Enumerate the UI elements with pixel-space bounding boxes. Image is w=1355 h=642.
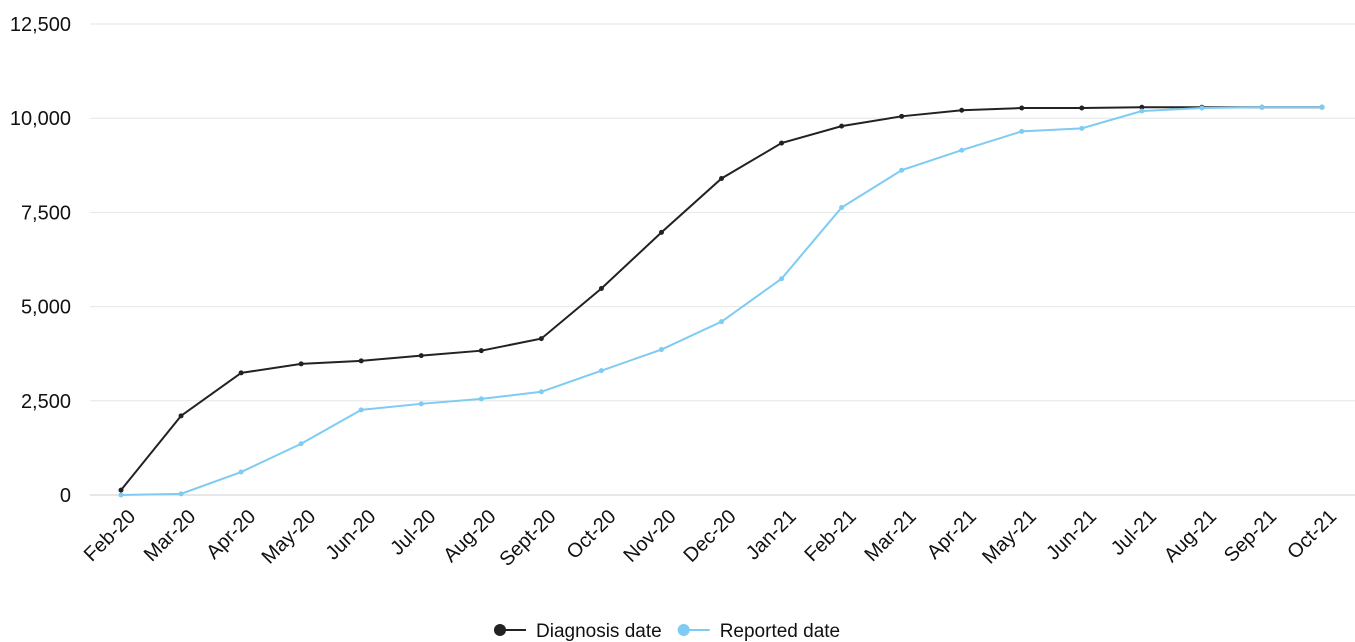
y-tick-label: 12,500 [10, 14, 71, 36]
data-point [118, 487, 124, 493]
data-point [779, 140, 785, 146]
x-tick-label: Dec-20 [680, 506, 741, 567]
data-point [839, 205, 845, 211]
data-point [719, 319, 724, 325]
data-point [538, 336, 544, 342]
x-tick-label: Feb-21 [800, 506, 860, 566]
x-tick-label: Oct-20 [563, 506, 621, 564]
data-point [1079, 105, 1085, 111]
x-tick-label: Aug-20 [439, 506, 500, 567]
legend-label: Diagnosis date [536, 621, 662, 642]
data-point [118, 492, 124, 498]
data-point [298, 361, 304, 367]
x-tick-label: Aug-21 [1160, 506, 1221, 567]
x-tick-label: Sep-21 [1220, 506, 1281, 567]
data-point [1079, 125, 1085, 131]
data-point [298, 441, 304, 447]
data-point [238, 469, 244, 475]
legend-marker [494, 624, 506, 636]
y-tick-label: 7,500 [21, 202, 71, 224]
data-point [899, 167, 905, 173]
x-tick-label: Mar-21 [860, 506, 920, 566]
data-point [1019, 105, 1025, 111]
data-point [478, 396, 484, 402]
x-tick-label: Apr-21 [923, 506, 981, 564]
data-point [658, 347, 664, 353]
data-point [178, 491, 184, 497]
data-point [719, 175, 724, 181]
data-point [418, 401, 424, 407]
y-tick-label: 10,000 [10, 108, 71, 130]
y-tick-label: 0 [60, 485, 71, 507]
data-point [1139, 108, 1145, 114]
data-point [418, 353, 424, 359]
y-tick-label: 2,500 [21, 391, 71, 413]
x-tick-label: Sept-20 [495, 506, 560, 571]
x-tick-label: Jun-20 [322, 506, 381, 565]
x-tick-label: May-20 [258, 506, 321, 569]
data-point [178, 413, 184, 419]
data-point [538, 389, 544, 395]
legend-label: Reported date [720, 621, 840, 642]
x-tick-label: Jun-21 [1042, 506, 1101, 565]
data-point [839, 123, 845, 129]
data-point [1139, 104, 1145, 110]
legend-marker [677, 624, 690, 636]
data-point [658, 229, 664, 235]
data-point [598, 368, 604, 374]
x-tick-label: Apr-20 [202, 506, 260, 564]
x-tick-label: Jul-20 [386, 506, 440, 560]
data-point [358, 407, 364, 413]
data-point [598, 286, 604, 292]
data-point [1259, 104, 1265, 110]
data-point [238, 370, 244, 376]
x-tick-label: Jul-21 [1107, 506, 1161, 560]
x-tick-label: Feb-20 [80, 506, 140, 566]
data-point [899, 113, 905, 119]
data-point [1319, 104, 1325, 110]
series-line [120, 106, 1322, 491]
x-tick-label: Oct-21 [1283, 506, 1341, 564]
data-point [358, 358, 364, 364]
data-point [959, 107, 965, 113]
data-point [959, 147, 965, 153]
x-tick-label: May-21 [978, 506, 1041, 569]
series-line [120, 106, 1322, 496]
x-tick-label: Jan-21 [742, 506, 801, 565]
data-point [1199, 105, 1205, 111]
y-tick-label: 5,000 [21, 297, 71, 319]
data-point [478, 348, 484, 354]
x-tick-label: Nov-20 [619, 506, 680, 567]
x-tick-label: Mar-20 [140, 506, 200, 566]
data-point [779, 276, 785, 282]
data-point [1019, 128, 1025, 134]
